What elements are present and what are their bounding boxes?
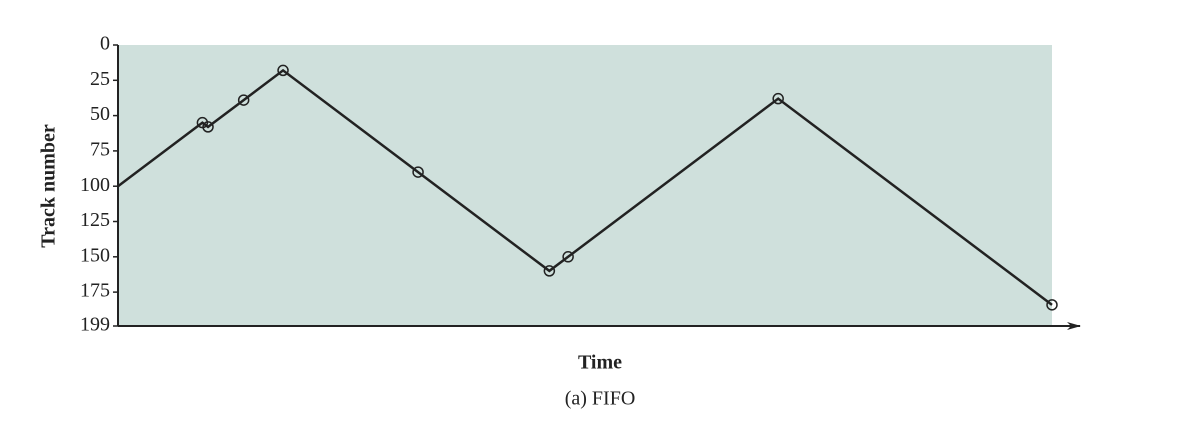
caption: (a) FIFO [565,388,636,410]
plot-area: 0 25 50 75 100 125 150 175 199 [80,33,1081,336]
data-line [117,68,1053,306]
y-tick-label: 25 [90,68,110,90]
data-point [277,64,289,77]
y-tick-label: 75 [90,138,110,160]
y-tick-label: 199 [80,314,110,336]
y-tick-label: 125 [80,209,110,231]
data-point [1046,299,1058,311]
y-axis-label: Track number [38,124,60,248]
data-point [543,265,556,277]
x-axis-label: Time [578,352,622,374]
data-point [412,166,424,178]
data-point [202,121,214,133]
data-point [772,92,784,105]
y-tick-label: 0 [100,33,110,55]
data-point [237,94,250,106]
y-tick-label: 175 [80,280,110,302]
data-point [562,251,574,263]
y-tick-label: 150 [80,244,110,266]
y-tick-label: 100 [80,174,110,196]
y-tick-label: 50 [90,103,110,125]
plot-background [118,45,1052,326]
